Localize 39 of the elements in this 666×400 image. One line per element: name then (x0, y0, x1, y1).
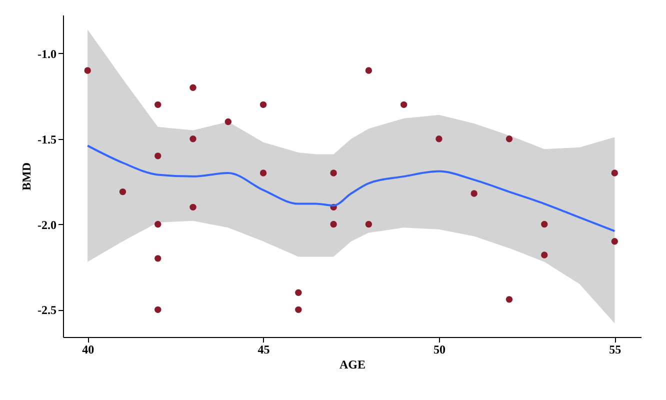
point (400, 101, 408, 108)
point (154, 255, 162, 262)
point (330, 220, 337, 228)
x-tick-label: 50 (433, 342, 446, 356)
point (190, 136, 196, 142)
point (365, 220, 372, 228)
point (295, 306, 302, 314)
x-axis-title: AGE (339, 358, 366, 372)
y-tick-label: -1.5 (38, 132, 56, 146)
point (611, 238, 618, 245)
point (330, 170, 337, 176)
point (470, 190, 478, 197)
point (295, 289, 302, 296)
x-tick-label: 45 (258, 342, 270, 356)
line-series (86, 144, 616, 232)
point (260, 101, 267, 108)
point (154, 101, 162, 108)
point (154, 220, 162, 228)
point (365, 67, 372, 74)
point (190, 204, 196, 211)
x-tick-label: 55 (609, 342, 622, 356)
point (84, 67, 91, 74)
y-tick-label: -2.5 (38, 303, 56, 318)
y-axis-title: BMD (20, 162, 34, 190)
point (541, 220, 548, 228)
y-tick-label: -1.0 (38, 46, 56, 61)
point (506, 136, 513, 142)
point (260, 170, 267, 176)
point (436, 136, 442, 142)
x-tick-label: 40 (82, 342, 94, 356)
point (506, 296, 513, 303)
point (154, 152, 162, 160)
point (224, 118, 232, 126)
point (154, 306, 162, 314)
point (541, 252, 548, 258)
y-tick-label: -2.0 (38, 218, 56, 232)
point (611, 170, 618, 176)
point (119, 188, 126, 196)
point (190, 84, 196, 91)
